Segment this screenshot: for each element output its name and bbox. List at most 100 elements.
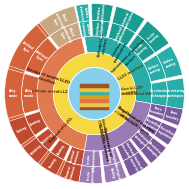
Wedge shape (9, 25, 48, 71)
Wedge shape (79, 165, 102, 183)
Wedge shape (53, 52, 136, 135)
Bar (81, 99, 108, 103)
Wedge shape (137, 21, 169, 53)
Text: Cathode/LLZO
interface: Cathode/LLZO interface (97, 32, 110, 58)
Wedge shape (117, 139, 138, 161)
Text: Co-sintering
techniques: Co-sintering techniques (150, 89, 169, 98)
Text: Optimization of
LLZO/CPEs interface: Optimization of LLZO/CPEs interface (97, 122, 113, 161)
Text: Interfacial
modification: Interfacial modification (120, 9, 135, 29)
Bar (81, 95, 108, 99)
Wedge shape (91, 4, 113, 22)
Wedge shape (148, 104, 166, 120)
Wedge shape (39, 6, 78, 36)
Wedge shape (163, 106, 183, 126)
Wedge shape (79, 21, 91, 37)
Text: Dissolution
strategies: Dissolution strategies (132, 130, 151, 148)
Text: Interface
stabilization: Interface stabilization (97, 3, 107, 22)
Text: Interfacial
interaction: Interfacial interaction (127, 155, 143, 173)
Text: Regulation of Interface
within LLZO sheets: Regulation of Interface within LLZO shee… (115, 106, 155, 138)
Text: Co-sintering
techniques: Co-sintering techniques (167, 89, 185, 98)
Text: Removal of Li₂CO₃: Removal of Li₂CO₃ (49, 116, 74, 144)
Wedge shape (166, 78, 184, 109)
Text: Crystalline
regulation: Crystalline regulation (156, 125, 175, 141)
Text: Heating: Heating (56, 143, 66, 156)
Wedge shape (25, 111, 47, 136)
Text: Optimization of
LLZO/CPEs interface: Optimization of LLZO/CPEs interface (94, 109, 109, 144)
Wedge shape (84, 36, 152, 104)
Text: Cathode/LLZO interface: Cathode/LLZO interface (103, 63, 145, 90)
Text: Artificial
layer: Artificial layer (19, 41, 35, 55)
Wedge shape (66, 146, 84, 165)
Text: Improvement of interface
contact: Improvement of interface contact (109, 39, 149, 79)
Text: Interfacial
interaction: Interfacial interaction (119, 141, 135, 160)
Wedge shape (5, 6, 82, 182)
Wedge shape (92, 21, 110, 37)
Text: Crystalline
regulation: Crystalline regulation (142, 117, 161, 133)
Text: Mixed
conducting
layer: Mixed conducting layer (50, 10, 69, 30)
Wedge shape (25, 38, 57, 76)
Text: Design of anode/LLZO
interface: Design of anode/LLZO interface (25, 67, 70, 89)
Text: Surface
coating: Surface coating (163, 57, 177, 69)
Wedge shape (40, 152, 64, 175)
Wedge shape (82, 150, 101, 167)
Text: In-situ
polymerization: In-situ polymerization (86, 163, 96, 186)
Wedge shape (9, 116, 35, 145)
Text: Rheological
binding: Rheological binding (104, 147, 117, 167)
Wedge shape (131, 128, 153, 150)
Wedge shape (140, 138, 166, 163)
Bar (81, 88, 108, 92)
Wedge shape (108, 23, 135, 46)
Wedge shape (84, 101, 151, 151)
Text: Grain
boundary: Grain boundary (165, 109, 181, 121)
Wedge shape (112, 6, 145, 33)
Text: Artificial
layer: Artificial layer (32, 50, 49, 65)
Wedge shape (156, 46, 182, 78)
Wedge shape (50, 22, 82, 48)
Text: Surface
coating: Surface coating (148, 63, 162, 75)
Circle shape (68, 67, 121, 120)
Bar (81, 92, 108, 95)
Wedge shape (51, 139, 70, 160)
Wedge shape (5, 69, 24, 118)
Wedge shape (37, 37, 87, 150)
Text: Chemical
treatment: Chemical treatment (65, 163, 78, 180)
Text: Polishing: Polishing (41, 132, 54, 145)
Text: Coating: Coating (16, 125, 28, 134)
Wedge shape (142, 116, 162, 136)
Text: Interfaces in LLZO based SSB: Interfaces in LLZO based SSB (105, 92, 151, 96)
Wedge shape (76, 4, 89, 22)
Text: Lithium metal/LLZO interface: Lithium metal/LLZO interface (32, 89, 90, 95)
Text: Surface
treatment: Surface treatment (78, 5, 88, 21)
Text: Alloy
anode: Alloy anode (24, 89, 34, 98)
Text: Chemical
treatment: Chemical treatment (69, 147, 82, 165)
Wedge shape (101, 147, 121, 166)
Wedge shape (103, 162, 127, 183)
Text: Dissolution
strategies: Dissolution strategies (144, 141, 162, 159)
Text: Interface
stabilization: Interface stabilization (110, 39, 129, 63)
Text: Interfacial
modification: Interfacial modification (113, 23, 129, 45)
Bar (81, 84, 108, 88)
Text: Mixed
conducting
layer: Mixed conducting layer (57, 23, 77, 46)
Text: In-situ
forming: In-situ forming (146, 30, 160, 44)
Text: In-situ
forming: In-situ forming (134, 41, 149, 56)
Text: Regulation of Interface
within LLZO sheets: Regulation of Interface within LLZO shee… (104, 98, 140, 127)
Wedge shape (151, 81, 167, 106)
Bar (81, 107, 108, 110)
Bar (81, 103, 108, 107)
Wedge shape (36, 128, 58, 150)
Wedge shape (154, 122, 177, 145)
Wedge shape (22, 74, 39, 114)
Text: Coating: Coating (29, 118, 42, 127)
Wedge shape (123, 152, 149, 176)
Text: Interface in LLZO
based SSB: Interface in LLZO based SSB (113, 85, 143, 96)
Wedge shape (23, 138, 49, 163)
Text: Heating: Heating (48, 157, 57, 169)
Text: Grain
boundary: Grain boundary (149, 105, 166, 117)
Text: Polishing: Polishing (29, 144, 42, 156)
Text: In-situ
polymerization: In-situ polymerization (87, 147, 96, 171)
Wedge shape (59, 161, 82, 182)
Text: Interface
stabilization: Interface stabilization (95, 19, 105, 39)
Text: Alloy
anode: Alloy anode (9, 89, 18, 98)
Wedge shape (143, 55, 166, 82)
Wedge shape (128, 35, 155, 61)
